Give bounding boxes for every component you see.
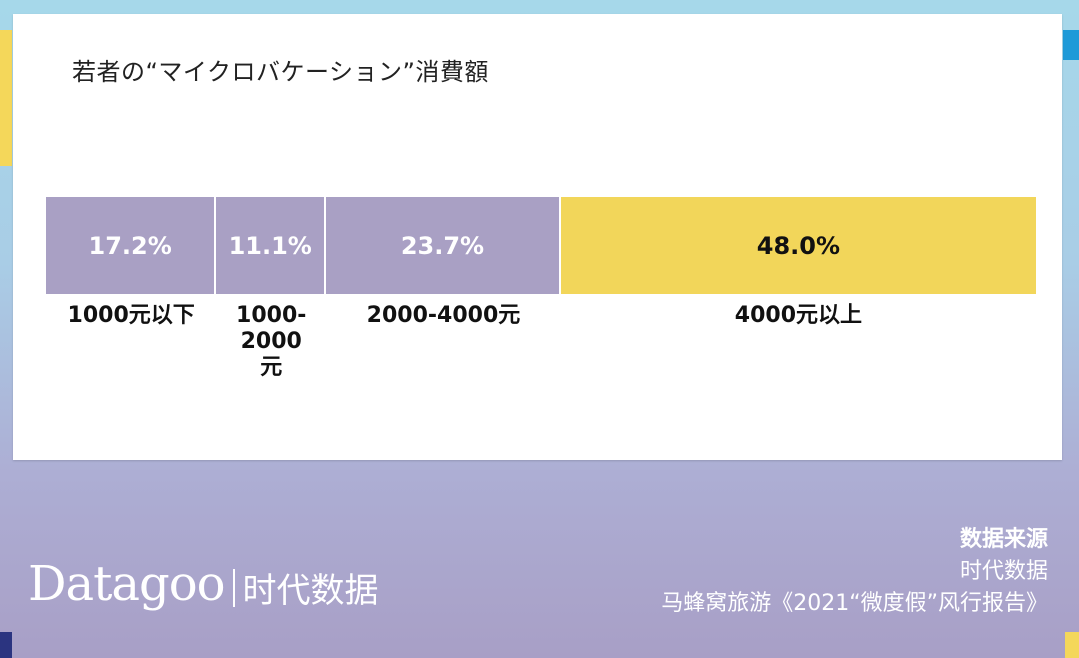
right-blue-accent <box>1063 30 1079 60</box>
bar-segment: 17.2% <box>46 197 215 294</box>
data-source: 数据来源 时代数据 马蜂窝旅游《2021“微度假”风行报告》 <box>661 524 1048 620</box>
value-label: 17.2% <box>88 231 172 260</box>
right-yellow-accent <box>1065 632 1079 658</box>
left-yellow-accent <box>0 30 12 166</box>
category-label: 2000-4000元 <box>366 303 521 328</box>
stacked-bar: 17.2% 1000元以下 11.1% 1000-2000元 23.7% 2000-400… <box>46 197 1036 380</box>
value-label: 48.0% <box>756 231 841 260</box>
logo-chinese: 时代数据 <box>242 571 379 611</box>
chart-card: 若者の“マイクロバケーション”消費額 17.2% 1000元以下 11.1% 1000… <box>13 14 1062 460</box>
category-label: 1000元以下 <box>67 303 195 328</box>
category-label: 1000-2000元 <box>236 303 307 380</box>
bar-segment: 23.7% <box>326 197 559 294</box>
source-line: 马蜂窝旅游《2021“微度假”风行报告》 <box>661 591 1048 616</box>
left-navy-accent <box>0 632 12 658</box>
source-heading: 数据来源 <box>959 527 1048 552</box>
logo-divider <box>232 568 235 607</box>
bar-segment: 48.0% <box>560 197 1036 294</box>
logo-latin: Datagoo <box>28 556 226 612</box>
value-label: 23.7% <box>400 231 485 260</box>
category-label: 4000元以上 <box>734 303 862 328</box>
datagoo-logo: Datagoo 时代数据 <box>28 556 379 612</box>
chart-title: 若者の“マイクロバケーション”消費額 <box>72 58 489 86</box>
source-line: 时代数据 <box>959 559 1048 584</box>
bar-segment: 11.1% <box>216 197 325 294</box>
value-label: 11.1% <box>228 231 312 260</box>
